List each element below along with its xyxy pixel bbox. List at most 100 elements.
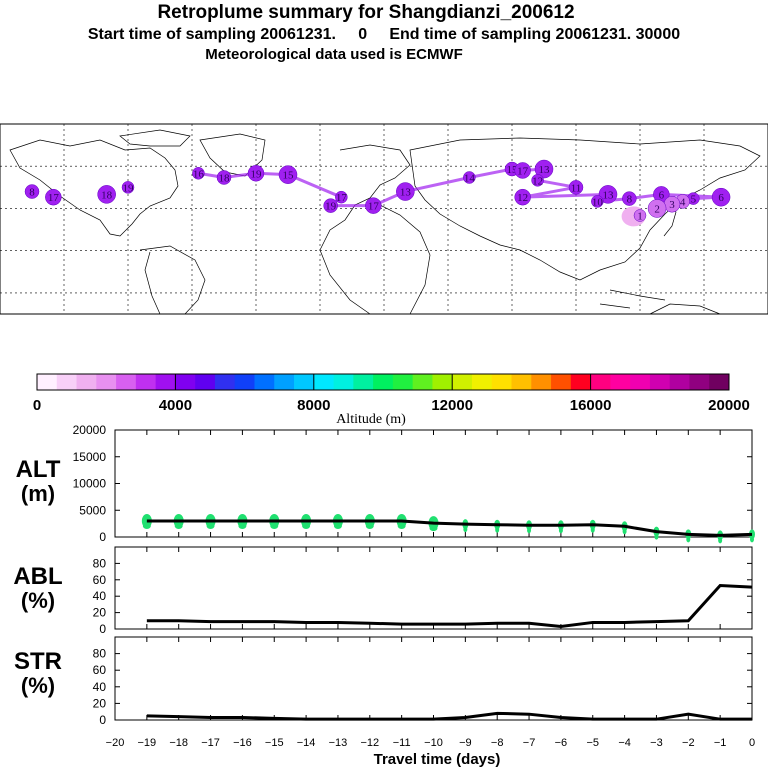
plume-marker [323, 198, 338, 213]
plume-marker-label: 11 [571, 182, 582, 194]
colorbar-swatch [135, 374, 157, 390]
alt-point-spread [622, 528, 627, 535]
str-panel: 80 60 40 20 0 [93, 636, 753, 727]
colorbar-swatch [471, 374, 493, 390]
plume-marker-label: 17 [336, 192, 348, 204]
colorbar-label: Altitude (m) [336, 412, 406, 427]
altitude-colorbar: 0 4000 8000 12000 16000 20000 [33, 373, 750, 414]
colorbar-swatch [195, 374, 216, 390]
alt-point-spread [590, 526, 595, 533]
colorbar-swatch [294, 374, 315, 390]
plume-marker-label: 14 [464, 172, 476, 184]
x-tick-label: −20 [106, 737, 125, 749]
met-data-line: Meteorological data used is ECMWF [205, 46, 463, 63]
alt-point-spread [365, 522, 374, 529]
plume-marker [97, 185, 116, 204]
time-series-panels: 20000150001000050000806040200806040200−2… [73, 423, 755, 749]
plume-marker-label: 17 [48, 192, 60, 204]
x-tick-label: −6 [555, 737, 568, 749]
x-tick-label: −1 [714, 737, 727, 749]
str-line [146, 711, 752, 721]
abl-line [146, 584, 753, 629]
abl-panel: 80 60 40 20 0 [93, 546, 753, 636]
alt-point-spread [333, 522, 342, 529]
colorbar-swatch [531, 374, 552, 390]
x-tick-label: −13 [329, 737, 348, 749]
plume-marker-label: 5 [691, 194, 697, 206]
plume-marker [278, 165, 298, 184]
x-tick-label: −10 [424, 737, 443, 749]
abl-panel-frame [114, 546, 753, 630]
plume-marker [534, 159, 554, 179]
plume-marker-label: 13 [400, 187, 412, 199]
alt-point-spread [718, 537, 723, 544]
alt-y-tick-label: 15000 [73, 450, 107, 464]
plume-marker [711, 187, 731, 207]
map-coastlines [9, 129, 761, 315]
coast-islands [599, 289, 666, 309]
x-tick-label: 0 [749, 737, 755, 749]
alt-point-spread [558, 527, 563, 534]
colorbar-swatch [37, 374, 58, 390]
plume-marker [633, 209, 647, 222]
sampling-time-line: Start time of sampling 20061231. 0 End t… [87, 26, 681, 43]
x-tick-label: −8 [491, 737, 504, 749]
x-tick-label: −5 [586, 737, 599, 749]
plume-marker-label: 8 [627, 194, 633, 206]
plume-marker [216, 170, 232, 185]
colorbar-frame [36, 373, 730, 391]
alt-y-tick-label: 5000 [79, 503, 106, 517]
plume-marker [192, 167, 205, 180]
colorbar-swatch [313, 374, 335, 390]
colorbar-swatch [452, 374, 473, 390]
colorbar-swatch [432, 374, 453, 390]
plume-marker-label: 18 [219, 172, 231, 184]
colorbar-tick-label: 20000 [708, 397, 750, 414]
plume-marker-label: 15 [283, 170, 295, 182]
plume-marker [365, 197, 382, 214]
plume-marker-label: 12 [517, 192, 528, 204]
alt-mean-line [146, 519, 753, 537]
plume-marker-label: 17 [368, 201, 380, 213]
plume-marker-label: 12 [532, 175, 543, 187]
plume-marker [568, 180, 584, 195]
colorbar-swatch [116, 374, 137, 390]
x-tick-label: −9 [459, 737, 472, 749]
colorbar-tick-label: 16000 [570, 397, 612, 414]
x-tick-label: −16 [233, 737, 252, 749]
colorbar-swatch [254, 374, 275, 390]
plume-marker-label: 8 [29, 187, 35, 199]
colorbar-swatch [76, 374, 97, 390]
str-panel-label: STR [14, 648, 62, 675]
colorbar-swatch [333, 374, 354, 390]
plume-marker [591, 195, 604, 208]
abl-y-tick-label: 60 [93, 573, 107, 587]
plume-marker-label: 2 [654, 203, 660, 215]
alt-panel-label: ALT [16, 456, 61, 483]
str-y-tick-label: 40 [93, 680, 107, 694]
colorbar-swatch [412, 374, 433, 390]
plume-marker [247, 165, 265, 182]
alt-point-spread [397, 522, 406, 529]
colorbar-swatch [234, 374, 255, 390]
alt-point-spread [302, 522, 311, 529]
alt-point-spread [429, 525, 438, 532]
abl-panel-unit: (%) [21, 588, 55, 613]
plume-marker-label: 3 [669, 199, 675, 211]
colorbar-swatch [274, 374, 295, 390]
colorbar-swatch [689, 374, 710, 390]
str-panel-unit: (%) [21, 673, 55, 698]
plume-marker [647, 199, 667, 218]
alt-point-spread [206, 522, 215, 529]
coast-europe-africa [319, 144, 431, 315]
abl-y-tick-label: 0 [99, 622, 106, 636]
alt-point-spread [238, 522, 247, 529]
colorbar-swatch [570, 374, 592, 390]
coast-australia [649, 303, 721, 315]
plume-marker [463, 171, 476, 184]
colorbar-swatch [551, 374, 572, 390]
alt-point-spread [142, 522, 151, 529]
plume-marker-label: 17 [517, 165, 529, 177]
